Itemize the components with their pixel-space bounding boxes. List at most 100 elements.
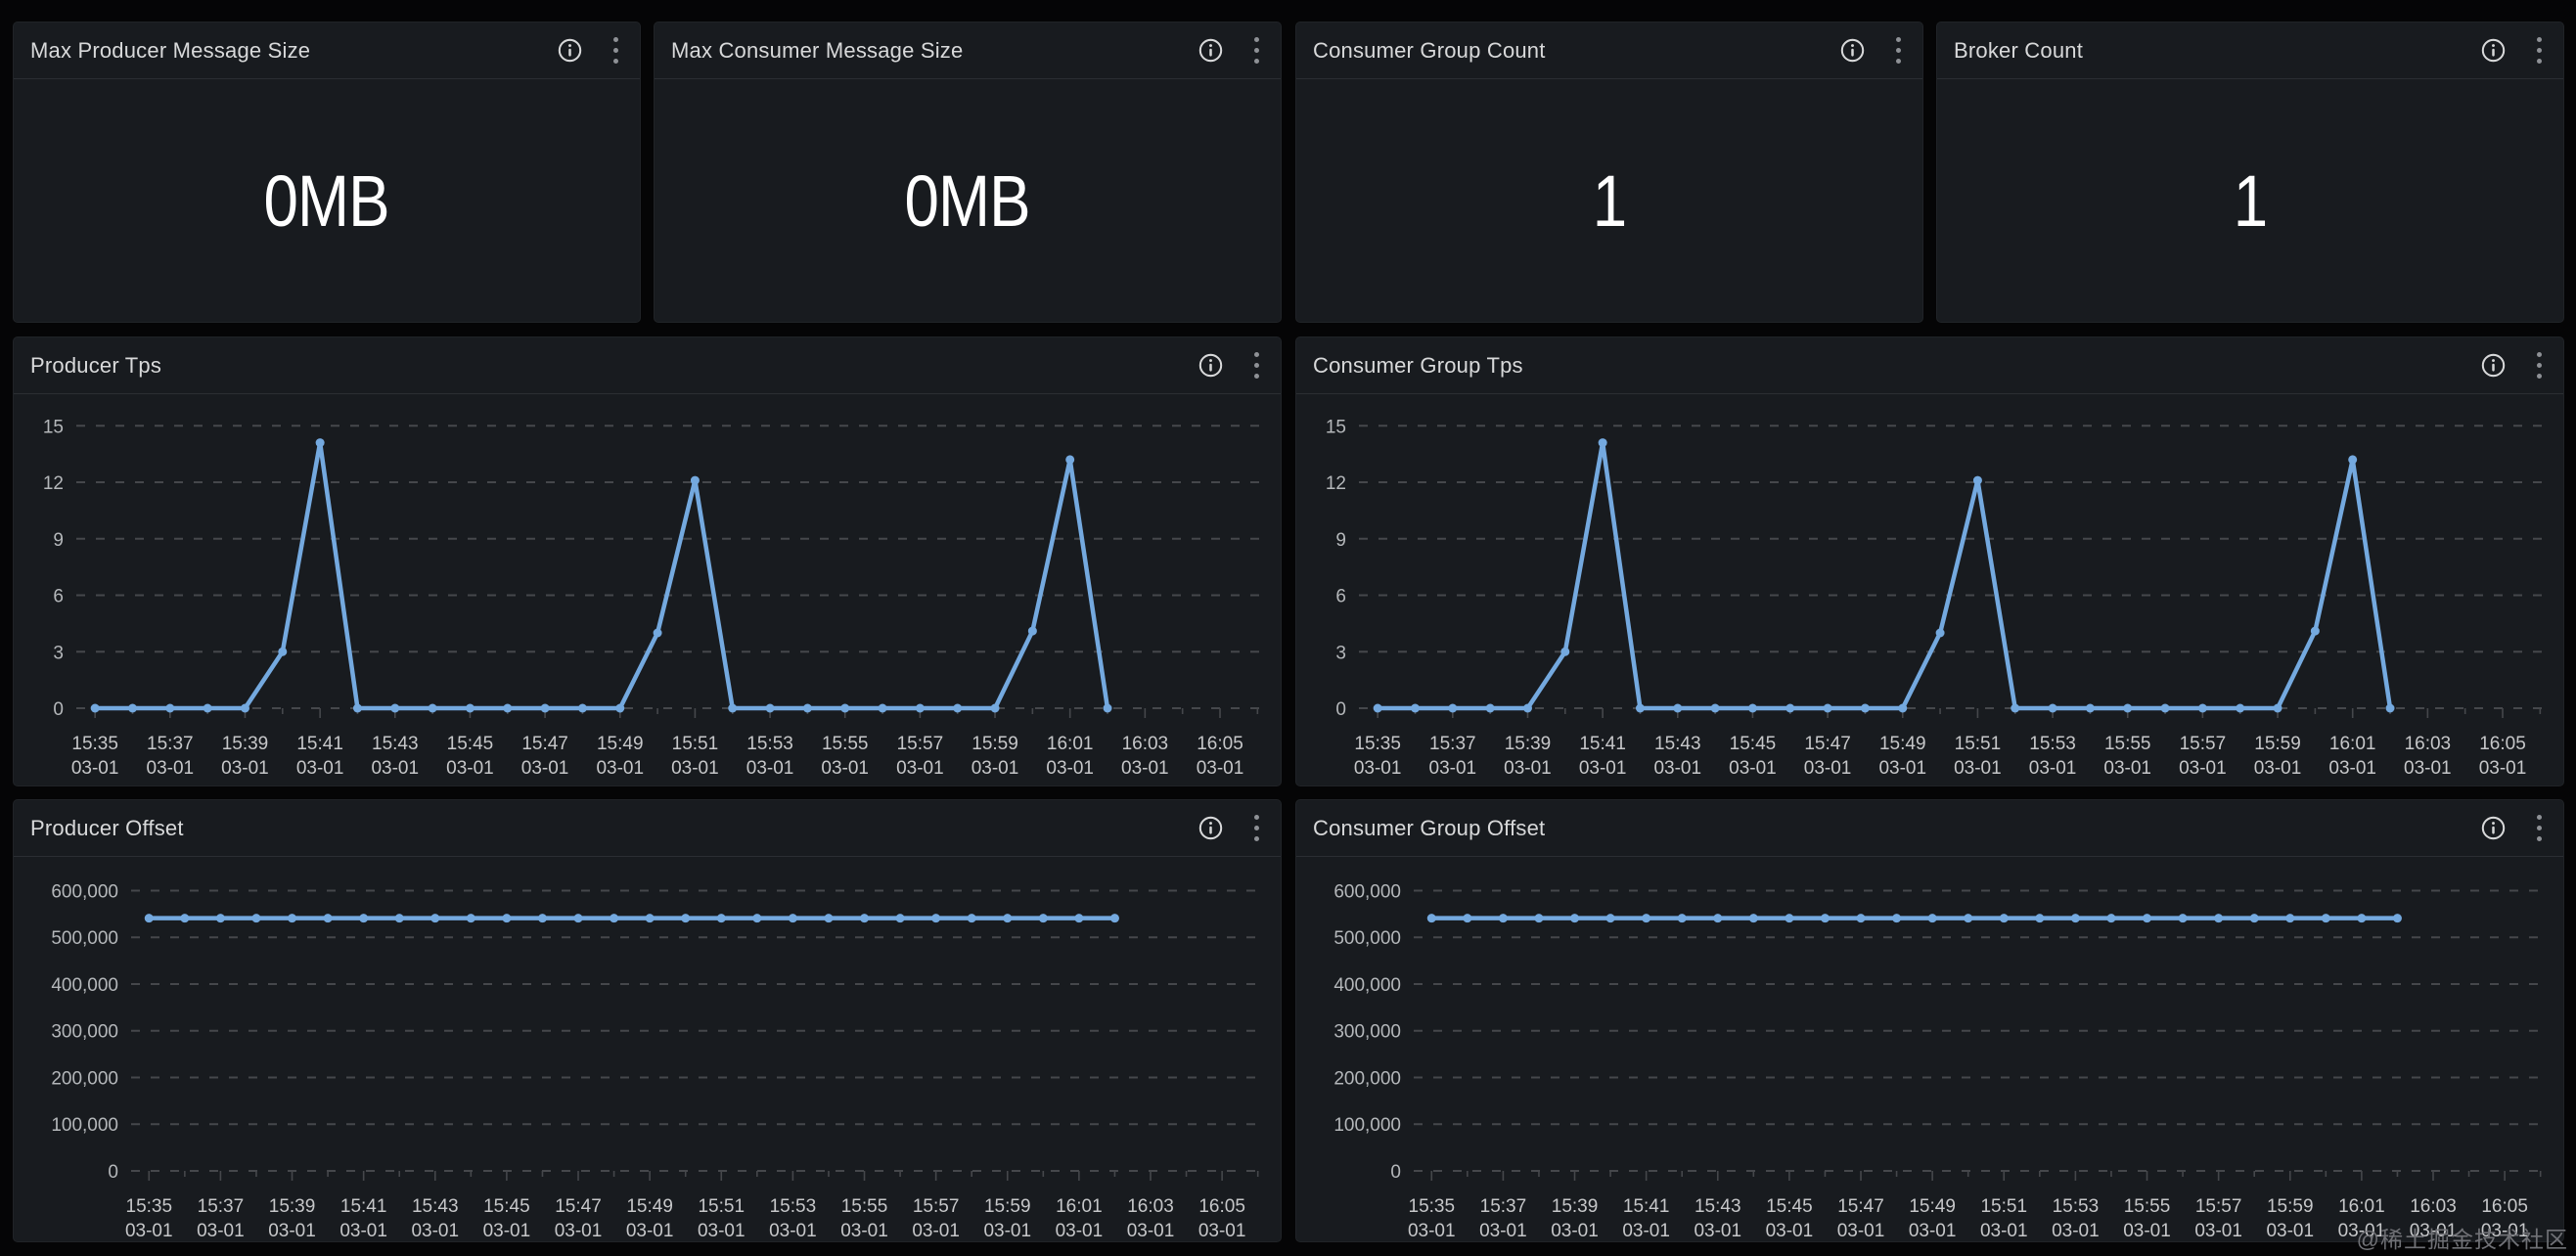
x-axis-date-label: 03-01	[2410, 1221, 2458, 1241]
data-point	[1710, 703, 1720, 713]
x-axis-date-label: 03-01	[1046, 758, 1094, 779]
x-axis-time-label: 15:43	[1695, 1196, 1741, 1217]
data-point	[1373, 703, 1382, 713]
info-icon[interactable]	[1839, 37, 1866, 64]
x-axis-date-label: 03-01	[2123, 1221, 2171, 1241]
data-point	[1463, 914, 1472, 923]
x-axis-time-label: 15:41	[340, 1196, 387, 1217]
kebab-menu-icon[interactable]	[1248, 33, 1265, 67]
x-axis-date-label: 03-01	[2179, 758, 2227, 779]
kebab-menu-icon[interactable]	[1248, 348, 1265, 382]
time-series-chart[interactable]: 0 100,000 200,000 300,000 400,000 500,000 600,…	[1296, 858, 2563, 1241]
x-axis-time-label: 15:53	[770, 1196, 817, 1217]
data-point	[1935, 628, 1945, 638]
x-axis-date-label: 03-01	[1354, 758, 1402, 779]
x-axis-time-label: 15:49	[626, 1196, 673, 1217]
data-point	[2236, 703, 2245, 713]
info-icon[interactable]	[557, 37, 583, 64]
panel-header-actions	[1839, 33, 1907, 67]
data-point	[466, 914, 475, 923]
x-axis-time-label: 15:37	[147, 734, 194, 754]
kebab-menu-icon[interactable]	[2531, 33, 2548, 67]
panel-header: Broker Count	[1937, 22, 2563, 79]
x-axis-date-label: 03-01	[197, 1221, 245, 1241]
data-point	[1964, 914, 1973, 923]
stat-body: 0MB	[655, 80, 1281, 322]
info-icon[interactable]	[1198, 352, 1224, 379]
info-icon[interactable]	[2480, 352, 2507, 379]
data-point	[2070, 914, 2080, 923]
panel-title: Consumer Group Offset	[1313, 815, 1546, 840]
stat-value: 1	[2233, 159, 2268, 242]
x-axis-date-label: 03-01	[1694, 1221, 1741, 1241]
x-axis-time-label: 15:49	[597, 734, 644, 754]
x-axis-date-label: 03-01	[2254, 758, 2302, 779]
info-icon[interactable]	[1198, 815, 1224, 841]
kebab-menu-icon[interactable]	[2531, 348, 2548, 382]
info-icon[interactable]	[1198, 37, 1224, 64]
x-axis-date-label: 03-01	[1429, 758, 1477, 779]
x-axis-time-label: 15:37	[1480, 1196, 1527, 1217]
x-axis-time-label: 15:55	[822, 734, 869, 754]
kebab-menu-icon[interactable]	[2531, 811, 2548, 845]
data-point	[2348, 455, 2358, 465]
time-series-chart[interactable]: 0 3 6 9 12 15 15:35 03-01 15:37 03-01 15:39 03-01 15…	[1296, 395, 2563, 785]
x-axis-time-label: 15:55	[2104, 734, 2151, 754]
data-point	[1498, 914, 1508, 923]
info-icon[interactable]	[2480, 37, 2507, 64]
x-axis-date-label: 03-01	[483, 1221, 531, 1241]
x-axis-date-label: 03-01	[1954, 758, 2002, 779]
x-axis-date-label: 03-01	[1504, 758, 1552, 779]
y-axis-label: 0	[53, 699, 64, 720]
x-axis-date-label: 03-01	[2338, 1221, 2386, 1241]
panel-header: Producer Offset	[14, 800, 1281, 857]
chart-svg: 0 100,000 200,000 300,000 400,000 500,000 600,…	[51, 881, 1265, 1241]
data-point	[2143, 914, 2152, 923]
x-axis-time-label: 16:03	[2405, 734, 2452, 754]
x-axis-time-label: 15:35	[1409, 1196, 1456, 1217]
time-series-chart[interactable]: 0 100,000 200,000 300,000 400,000 500,000 600,…	[14, 858, 1281, 1241]
y-axis-label: 200,000	[51, 1068, 118, 1089]
data-point	[1448, 703, 1458, 713]
x-axis-time-label: 15:43	[372, 734, 419, 754]
x-axis-date-label: 03-01	[1804, 758, 1852, 779]
data-point	[2035, 914, 2045, 923]
y-axis-label: 0	[108, 1162, 118, 1183]
data-point	[1605, 914, 1615, 923]
info-icon[interactable]	[2480, 815, 2507, 841]
data-point	[352, 703, 362, 713]
data-point	[915, 703, 925, 713]
x-axis-date-label: 03-01	[698, 1221, 746, 1241]
panel-header: Max Producer Message Size	[14, 22, 640, 79]
x-axis-time-label: 16:03	[1127, 1196, 1174, 1217]
data-point	[2011, 703, 2020, 713]
y-axis-label: 100,000	[1333, 1115, 1401, 1136]
y-axis-label: 0	[1335, 699, 1346, 720]
data-point	[2285, 914, 2295, 923]
kebab-menu-icon[interactable]	[608, 33, 624, 67]
data-point	[860, 914, 870, 923]
x-axis-time-label: 15:47	[555, 1196, 602, 1217]
data-point	[2249, 914, 2259, 923]
data-point	[1426, 914, 1436, 923]
x-axis-date-label: 03-01	[596, 758, 644, 779]
x-axis-time-label: 16:01	[1047, 734, 1094, 754]
panel-header: Consumer Group Tps	[1296, 337, 2563, 394]
x-axis-date-label: 03-01	[2194, 1221, 2242, 1241]
data-point	[2321, 914, 2330, 923]
data-point	[1635, 703, 1645, 713]
kebab-menu-icon[interactable]	[1890, 33, 1907, 67]
x-axis-time-label: 15:57	[2195, 1196, 2242, 1217]
kebab-menu-icon[interactable]	[1248, 811, 1265, 845]
data-point	[251, 914, 261, 923]
x-axis-time-label: 15:35	[71, 734, 118, 754]
x-axis-time-label: 15:39	[1505, 734, 1552, 754]
y-axis-label: 3	[1335, 643, 1346, 663]
data-point	[840, 703, 850, 713]
x-axis-time-label: 15:39	[1552, 1196, 1599, 1217]
x-axis-time-label: 15:59	[2267, 1196, 2314, 1217]
x-axis-time-label: 15:51	[1980, 1196, 2027, 1217]
time-series-chart[interactable]: 0 3 6 9 12 15 15:35 03-01 15:37 03-01 15:39 03-01 15…	[14, 395, 1281, 785]
data-point	[1892, 914, 1902, 923]
x-axis-time-label: 15:59	[972, 734, 1018, 754]
